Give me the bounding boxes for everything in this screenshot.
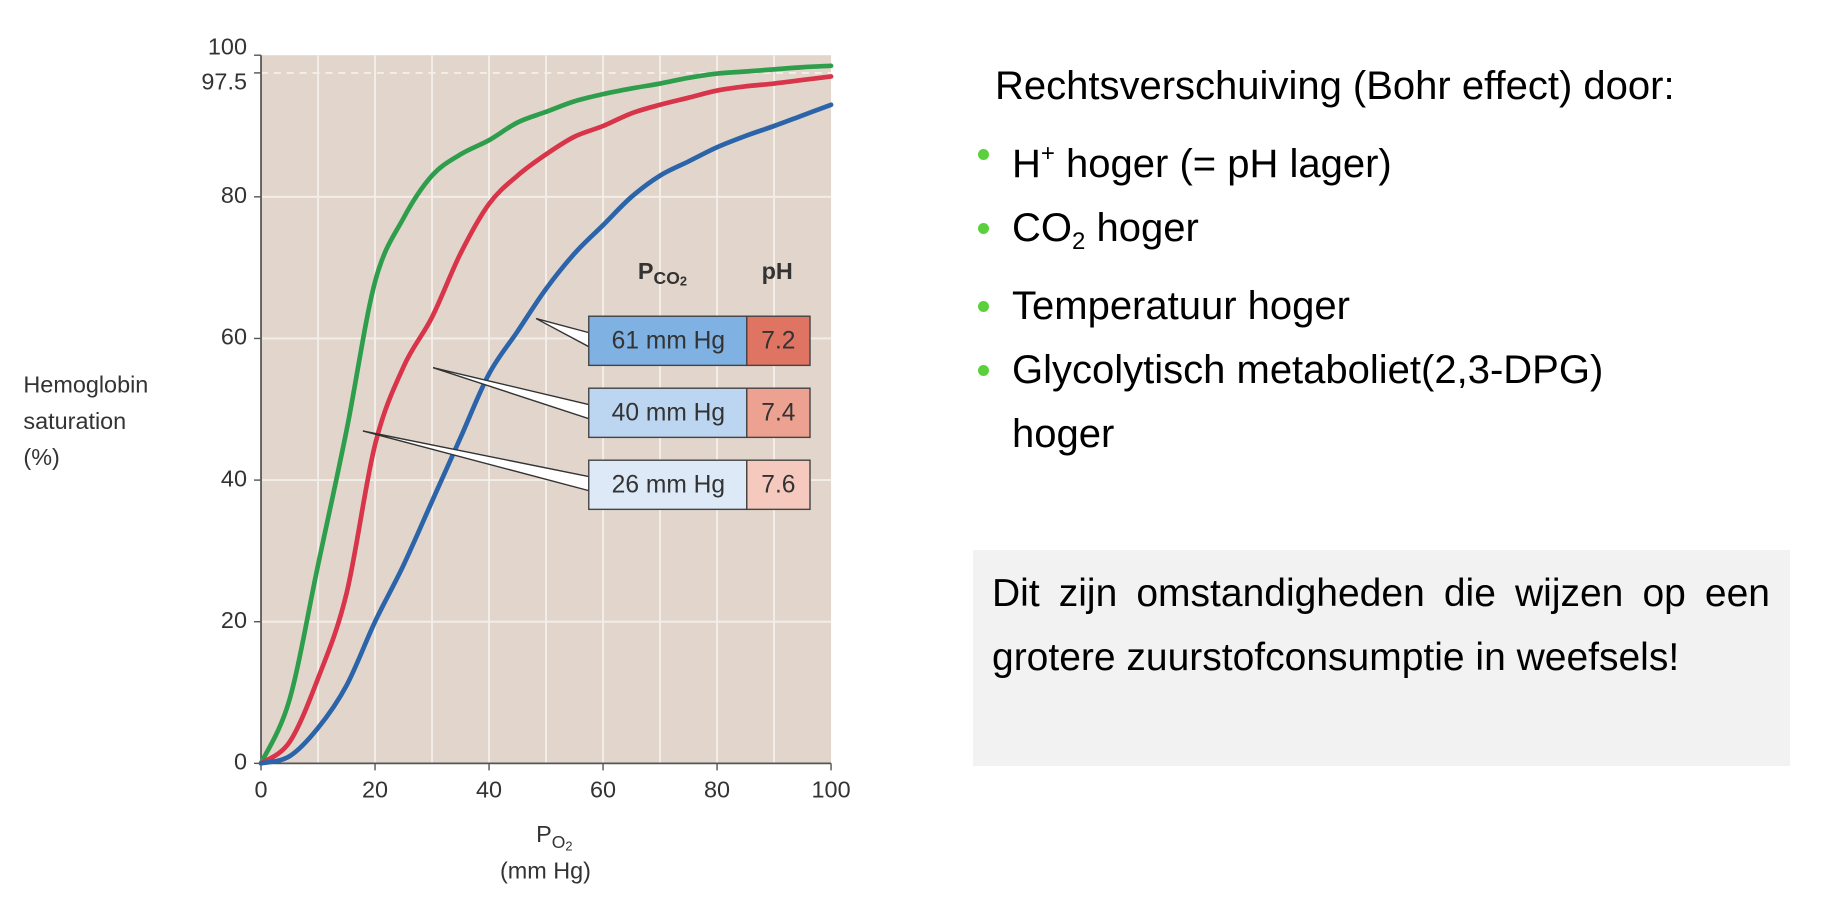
bullet: Temperatuur hoger <box>970 274 1603 338</box>
x-label-main: P <box>536 821 552 847</box>
legend-label: 26 mm Hg <box>612 471 725 498</box>
x-tick-label: 0 <box>255 777 268 803</box>
bullet-text: hoger <box>1085 206 1199 250</box>
x-label-sub: O <box>552 832 566 852</box>
bullet-text: 2 <box>1072 228 1086 255</box>
y-tick-label: 20 <box>221 607 247 633</box>
legend-header-ph: pH <box>762 258 793 284</box>
y-axis-label: saturation <box>23 408 126 434</box>
legend-ph: 7.6 <box>761 471 795 498</box>
x-axis-label: PO2 <box>536 821 572 854</box>
bullet-text: + <box>1040 140 1055 167</box>
legend-header-pco2: PCO2 <box>638 258 687 289</box>
legend-box <box>588 315 748 367</box>
curve <box>258 63 834 766</box>
pco2-main: P <box>638 258 654 284</box>
x-tick-label: 60 <box>590 777 616 803</box>
bullet-text: Glycolytisch metaboliet(2,3-DPG) <box>1012 348 1604 392</box>
legend-ph: 7.4 <box>761 399 795 426</box>
bullet-text: hoger (= pH lager) <box>1054 142 1392 186</box>
x-tick-label: 20 <box>362 777 388 803</box>
x-tick-label: 80 <box>704 777 730 803</box>
legend-ph-box <box>746 387 811 439</box>
bullet: Glycolytisch metaboliet(2,3-DPG) hoger <box>970 338 1603 466</box>
bullet-text: CO <box>1012 206 1072 250</box>
bullet-dot <box>978 301 989 312</box>
bullet-text: hoger <box>1012 412 1115 456</box>
bullet-text: Temperatuur hoger <box>1012 284 1350 328</box>
bullet-text: H <box>1012 142 1041 186</box>
heading: Rechtsverschuiving (Bohr effect) door: <box>995 64 1675 108</box>
y-tick-label: 0 <box>234 749 247 775</box>
bullet-list: H+ hoger (= pH lager) CO2 hoger Temperatuu… <box>970 122 1603 466</box>
legend-label: 40 mm Hg <box>612 399 725 426</box>
y-axis-label: Hemoglobin <box>23 372 148 398</box>
y-tick-label: 80 <box>221 182 247 208</box>
pco2-sub: CO <box>654 267 680 287</box>
bullet-dot <box>978 223 989 234</box>
y-tick-label: 100 <box>208 33 247 59</box>
x-axis-label-units: (mm Hg) <box>500 857 591 883</box>
bullet: H+ hoger (= pH lager) <box>970 122 1603 196</box>
pco2-subsub: 2 <box>680 274 687 289</box>
legend-box <box>588 459 748 511</box>
curve <box>258 102 834 766</box>
curve <box>258 74 834 766</box>
y-tick-label: 97.5 <box>201 69 247 95</box>
legend-ph: 7.2 <box>761 327 795 354</box>
x-tick-label: 100 <box>812 777 851 803</box>
x-tick-label: 40 <box>476 777 502 803</box>
legend-box <box>588 387 748 439</box>
legend-ph-box <box>746 459 811 511</box>
bullet-dot <box>978 149 989 160</box>
y-axis-label: (%) <box>23 444 59 470</box>
note: Dit zijn omstandigheden die wijzen op ee… <box>992 572 1770 679</box>
y-tick-label: 60 <box>221 324 247 350</box>
legend-ph-box <box>746 315 811 367</box>
legend-label: 61 mm Hg <box>612 327 725 354</box>
x-label-subsub: 2 <box>565 839 572 854</box>
bullet: CO2 hoger <box>970 196 1603 274</box>
y-tick-label: 40 <box>221 465 247 491</box>
note-box: Dit zijn omstandigheden die wijzen op ee… <box>973 550 1790 766</box>
bullet-dot <box>978 365 989 376</box>
